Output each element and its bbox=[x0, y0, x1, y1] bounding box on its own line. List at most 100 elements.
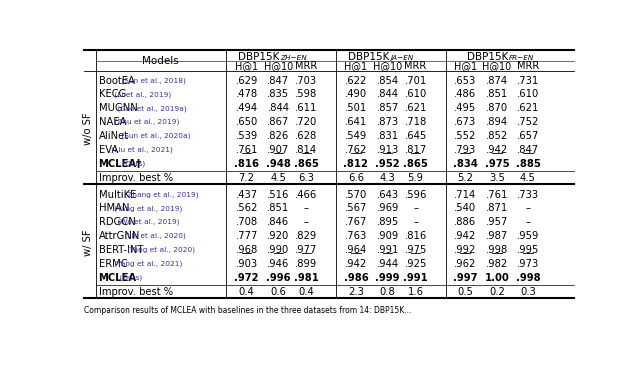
Text: .826: .826 bbox=[268, 131, 289, 141]
Text: .621: .621 bbox=[516, 103, 539, 113]
Text: .990: .990 bbox=[268, 245, 289, 255]
Text: .942: .942 bbox=[345, 259, 367, 269]
Text: JA−EN: JA−EN bbox=[390, 55, 413, 61]
Text: –: – bbox=[304, 203, 309, 213]
Text: .885: .885 bbox=[515, 159, 540, 169]
Text: 4.3: 4.3 bbox=[380, 173, 396, 183]
Text: .857: .857 bbox=[376, 103, 399, 113]
Text: .874: .874 bbox=[486, 76, 508, 86]
Text: 0.3: 0.3 bbox=[520, 287, 536, 297]
Text: .986: .986 bbox=[344, 273, 368, 283]
Text: .991: .991 bbox=[376, 245, 399, 255]
Text: .610: .610 bbox=[517, 89, 539, 99]
Text: .948: .948 bbox=[266, 159, 291, 169]
Text: .628: .628 bbox=[295, 131, 317, 141]
Text: .539: .539 bbox=[236, 131, 258, 141]
Text: .834: .834 bbox=[452, 159, 477, 169]
Text: .777: .777 bbox=[236, 231, 258, 241]
Text: DBP15K: DBP15K bbox=[467, 52, 508, 62]
Text: HMAN: HMAN bbox=[99, 203, 129, 213]
Text: .851: .851 bbox=[486, 89, 508, 99]
Text: .486: .486 bbox=[454, 89, 476, 99]
Text: DBP15K: DBP15K bbox=[348, 52, 389, 62]
Text: .598: .598 bbox=[295, 89, 317, 99]
Text: MRR: MRR bbox=[295, 61, 317, 71]
Text: .998: .998 bbox=[486, 245, 508, 255]
Text: .762: .762 bbox=[345, 145, 367, 155]
Text: MCLEA: MCLEA bbox=[99, 273, 137, 283]
Text: .708: .708 bbox=[236, 217, 258, 227]
Text: .997: .997 bbox=[453, 273, 477, 283]
Text: .894: .894 bbox=[486, 117, 508, 127]
Text: 0.5: 0.5 bbox=[457, 287, 473, 297]
Text: 4.5: 4.5 bbox=[271, 173, 286, 183]
Text: MultiKE: MultiKE bbox=[99, 190, 136, 200]
Text: 4.5: 4.5 bbox=[520, 173, 536, 183]
Text: .835: .835 bbox=[268, 89, 289, 99]
Text: 6.6: 6.6 bbox=[348, 173, 364, 183]
Text: –: – bbox=[413, 203, 418, 213]
Text: .552: .552 bbox=[454, 131, 476, 141]
Text: .831: .831 bbox=[376, 131, 399, 141]
Text: .490: .490 bbox=[345, 89, 367, 99]
Text: MUGNN: MUGNN bbox=[99, 103, 138, 113]
Text: (Zhu et al., 2019): (Zhu et al., 2019) bbox=[112, 119, 179, 125]
Text: AliNet: AliNet bbox=[99, 131, 129, 141]
Text: BERT-INT: BERT-INT bbox=[99, 245, 143, 255]
Text: .909: .909 bbox=[376, 231, 399, 241]
Text: .814: .814 bbox=[295, 145, 317, 155]
Text: .767: .767 bbox=[345, 217, 367, 227]
Text: (Li et al., 2019): (Li et al., 2019) bbox=[112, 91, 172, 98]
Text: ERMC: ERMC bbox=[99, 259, 127, 269]
Text: .817: .817 bbox=[404, 145, 427, 155]
Text: 6.3: 6.3 bbox=[298, 173, 314, 183]
Text: .959: .959 bbox=[516, 231, 539, 241]
Text: .977: .977 bbox=[295, 245, 317, 255]
Text: .975: .975 bbox=[484, 159, 509, 169]
Text: (Yang et al., 2019): (Yang et al., 2019) bbox=[112, 205, 182, 212]
Text: w/ SF: w/ SF bbox=[83, 230, 93, 256]
Text: .925: .925 bbox=[404, 259, 427, 269]
Text: .816: .816 bbox=[404, 231, 427, 241]
Text: .466: .466 bbox=[295, 190, 317, 200]
Text: .516: .516 bbox=[268, 190, 289, 200]
Text: FR−EN: FR−EN bbox=[509, 55, 534, 61]
Text: .763: .763 bbox=[345, 231, 367, 241]
Text: .596: .596 bbox=[404, 190, 427, 200]
Text: .995: .995 bbox=[516, 245, 539, 255]
Text: Models: Models bbox=[142, 56, 179, 66]
Text: .494: .494 bbox=[236, 103, 258, 113]
Text: .952: .952 bbox=[376, 159, 400, 169]
Text: .793: .793 bbox=[454, 145, 476, 155]
Text: .733: .733 bbox=[517, 190, 539, 200]
Text: RDGCN: RDGCN bbox=[99, 217, 135, 227]
Text: (Liu et al., 2020): (Liu et al., 2020) bbox=[122, 233, 186, 240]
Text: .643: .643 bbox=[376, 190, 399, 200]
Text: .903: .903 bbox=[236, 259, 258, 269]
Text: .540: .540 bbox=[454, 203, 476, 213]
Text: KECG: KECG bbox=[99, 89, 126, 99]
Text: NAEA: NAEA bbox=[99, 117, 126, 127]
Text: .752: .752 bbox=[516, 117, 539, 127]
Text: .957: .957 bbox=[486, 217, 508, 227]
Text: .913: .913 bbox=[376, 145, 399, 155]
Text: ZH−EN: ZH−EN bbox=[280, 55, 307, 61]
Text: .962: .962 bbox=[454, 259, 476, 269]
Text: .968: .968 bbox=[236, 245, 258, 255]
Text: .731: .731 bbox=[517, 76, 539, 86]
Text: .992: .992 bbox=[454, 245, 476, 255]
Text: .942: .942 bbox=[486, 145, 508, 155]
Text: –: – bbox=[525, 217, 531, 227]
Text: MCLEA†: MCLEA† bbox=[99, 159, 141, 169]
Text: .437: .437 bbox=[236, 190, 258, 200]
Text: H@10: H@10 bbox=[264, 61, 293, 71]
Text: .812: .812 bbox=[344, 159, 369, 169]
Text: .720: .720 bbox=[295, 117, 317, 127]
Text: EVA: EVA bbox=[99, 145, 118, 155]
Text: .657: .657 bbox=[516, 131, 539, 141]
Text: H@10: H@10 bbox=[373, 61, 403, 71]
Text: AttrGNN: AttrGNN bbox=[99, 231, 140, 241]
Text: .996: .996 bbox=[266, 273, 291, 283]
Text: .844: .844 bbox=[377, 89, 399, 99]
Text: .621: .621 bbox=[404, 103, 427, 113]
